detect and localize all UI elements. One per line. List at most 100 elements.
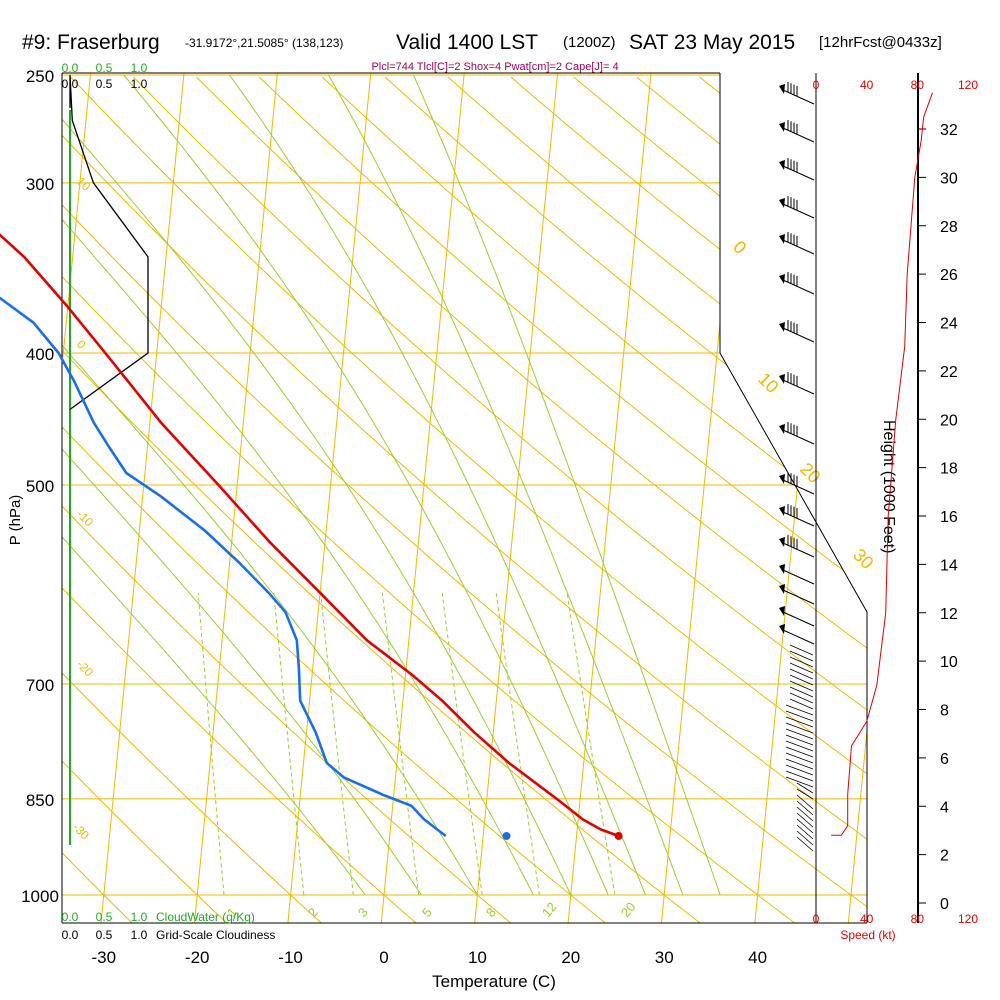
wind-barb-lower	[785, 746, 814, 758]
wind-barb-lower	[785, 740, 814, 752]
dry-adiabat	[62, 76, 867, 923]
utc-time: (1200Z)	[563, 34, 616, 51]
plot-frame	[61, 72, 868, 924]
dry-adiabat-label: -30	[70, 820, 92, 842]
temperature-profile	[0, 233, 620, 838]
moist-adiabat	[328, 74, 684, 896]
wind-barb-lower	[796, 806, 814, 822]
height-tick-label: 20	[940, 412, 958, 429]
cloudiness-tick-bottom: 0.0	[62, 928, 79, 942]
dry-adiabat-label: 0	[729, 237, 750, 258]
dry-adiabat	[133, 76, 867, 923]
mixing-ratio-line	[197, 592, 225, 896]
mixing-ratio-line	[381, 592, 420, 896]
isotherm-line	[847, 73, 867, 923]
speed-tick-bottom: 0	[813, 912, 820, 926]
cloudiness-tick-top: 0.0	[62, 77, 79, 91]
height-tick-label: 2	[940, 848, 949, 865]
wind-barb	[779, 624, 815, 645]
temperature-tick-label: -30	[92, 948, 117, 967]
speed-tick-top: 0	[813, 78, 820, 92]
temperature-tick-label: -20	[185, 948, 210, 967]
wind-barb-lower	[789, 650, 814, 662]
wind-barb	[779, 504, 815, 527]
wind-barb-lower	[789, 644, 814, 656]
profile-layer	[0, 233, 623, 840]
moist-adiabat	[123, 74, 609, 896]
isotherm-line	[100, 73, 185, 923]
header: #9: Fraserburg -31.9172°,21.5085° (138,1…	[22, 31, 942, 73]
wind-barb-lower	[785, 752, 814, 764]
surface-dewpoint-dot	[502, 831, 511, 840]
temperature-tick-label: 20	[561, 948, 580, 967]
thermo-grid	[62, 73, 867, 923]
wind-barb-lower	[789, 698, 814, 710]
wind-barb	[779, 372, 815, 395]
dry-adiabat	[62, 76, 606, 923]
wind-barb-lower	[785, 704, 814, 716]
height-tick-label: 32	[940, 122, 958, 139]
dry-adiabat	[196, 76, 867, 923]
moist-adiabat	[62, 74, 534, 896]
wind-barb	[779, 196, 815, 219]
height-tick-label: 24	[940, 316, 958, 333]
wind-barb-lower	[789, 668, 814, 680]
isotherm-line	[660, 73, 745, 923]
pressure-tick-label: 250	[26, 67, 54, 86]
wind-barb-lower	[789, 656, 814, 668]
cloudwater-tick-bottom: 0.0	[62, 910, 79, 924]
height-tick-label: 12	[940, 606, 958, 623]
pressure-tick-label: 700	[26, 676, 54, 695]
stability-indices: Plcl=744 Tlcl[C]=2 Shox=4 Pwat[cm]=2 Cap…	[371, 61, 618, 73]
forecast-info: [12hrFcst@0433z]	[819, 34, 942, 51]
wind-barb	[779, 584, 815, 605]
dry-adiabat-label: -10	[74, 507, 96, 529]
temperature-tick-label: 10	[468, 948, 487, 967]
wind-barb-lower	[785, 710, 814, 722]
dry-adiabat	[321, 76, 867, 923]
wind-barb-lower	[789, 686, 814, 698]
temperature-tick-label: 0	[379, 948, 388, 967]
moist-adiabat-label: 20	[618, 899, 639, 920]
speed-tick-bottom: 80	[911, 912, 925, 926]
isotherm-line	[754, 73, 839, 923]
height-tick-label: 10	[940, 654, 958, 671]
dry-adiabat	[447, 76, 867, 923]
temperature-tick-label: 40	[748, 948, 767, 967]
isotherm-line	[193, 73, 278, 923]
pressure-tick-label: 1000	[21, 887, 59, 906]
moist-adiabat-label: 3	[355, 905, 371, 920]
wind-barb	[779, 535, 815, 558]
station-title: #9: Fraserburg	[22, 31, 160, 54]
dry-adiabat	[384, 76, 867, 923]
dry-adiabat	[636, 76, 867, 923]
cloudwater-tick-top: 1.0	[131, 61, 148, 75]
speed-axis-label: Speed (kt)	[840, 928, 895, 942]
height-tick-label: 0	[940, 896, 949, 913]
dry-adiabat	[62, 76, 701, 923]
moist-adiabat	[229, 74, 646, 896]
wind-barb-lower	[785, 764, 814, 776]
height-tick-label: 6	[940, 751, 949, 768]
dry-adiabat	[699, 76, 867, 923]
wind-barb-lower	[785, 728, 814, 740]
mixing-ratio-line	[273, 592, 305, 896]
pressure-tick-label: 400	[26, 345, 54, 364]
moist-adiabat	[62, 74, 572, 896]
dry-adiabat-label: 10	[74, 174, 94, 194]
wind-barb-lower	[796, 794, 814, 810]
wind-barb-lower	[796, 800, 814, 816]
dry-adiabat-label: 0	[74, 337, 89, 352]
speed-tick-bottom: 120	[958, 912, 978, 926]
isotherm-line	[380, 73, 465, 923]
speed-profile	[831, 92, 933, 836]
wind-barb	[779, 564, 815, 585]
mixing-ratio-line	[441, 592, 483, 896]
height-tick-label: 26	[940, 267, 958, 284]
moist-adiabat-label: 12	[539, 899, 560, 920]
station-coords: -31.9172°,21.5085° (138,123)	[185, 36, 343, 50]
cloudiness-line	[69, 74, 149, 410]
pressure-tick-label: 300	[26, 175, 54, 194]
